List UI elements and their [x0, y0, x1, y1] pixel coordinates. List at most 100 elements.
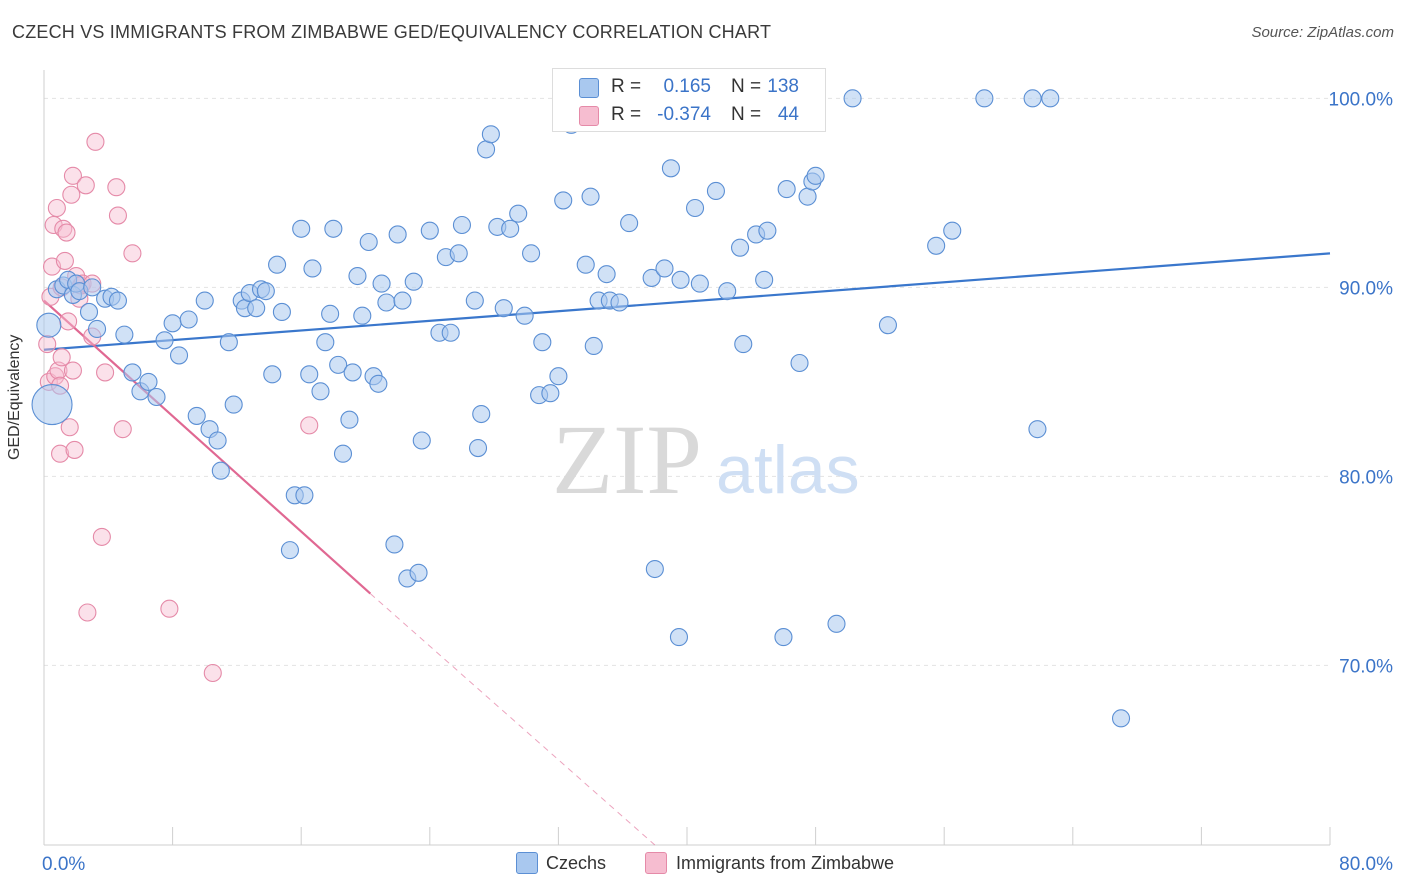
r-value: -0.374	[657, 104, 711, 125]
zimbabwe-points	[38, 132, 319, 683]
zimbabwe-point	[92, 527, 111, 546]
zimbabwe-point	[63, 361, 82, 380]
czech-point	[472, 404, 491, 424]
zimbabwe-point	[76, 176, 95, 195]
czech-point	[324, 219, 343, 238]
czech-point	[843, 89, 862, 108]
czech-point	[734, 335, 753, 354]
czech-point	[377, 293, 396, 312]
czech-trend-line	[43, 252, 1331, 351]
n-value: 138	[767, 76, 799, 97]
czech-point	[388, 225, 407, 244]
czech-point	[263, 365, 282, 384]
czech-point	[481, 125, 500, 144]
czech-point	[115, 325, 134, 344]
czech-point	[311, 382, 330, 401]
zimbabwe-point	[62, 185, 81, 204]
czech-point	[139, 372, 158, 391]
czech-point	[584, 336, 603, 356]
czech-point	[169, 346, 189, 365]
source-label: Source: ZipAtlas.com	[1251, 24, 1394, 41]
legend-row-zimbabwe: R = -0.374 N = 44	[553, 101, 825, 129]
czech-point	[468, 438, 488, 458]
czech-point	[798, 187, 817, 206]
czech-swatch	[579, 78, 599, 98]
czech-point	[340, 410, 359, 429]
czech-point	[452, 215, 472, 235]
zimbabwe-point	[57, 223, 76, 242]
czech-point	[385, 535, 404, 554]
czech-point	[597, 265, 616, 284]
zimbabwe-point	[59, 312, 78, 331]
axes	[43, 70, 1331, 846]
czech-point	[449, 244, 468, 263]
czech-point	[533, 333, 552, 352]
czech-point	[272, 302, 291, 322]
czech-point	[280, 541, 299, 560]
czech-point	[292, 219, 311, 238]
czech-point	[522, 244, 541, 263]
zimbabwe-point	[78, 603, 97, 622]
zimbabwe-legend-swatch	[645, 852, 667, 874]
zimbabwe-point	[47, 198, 66, 218]
czech-point	[975, 89, 994, 108]
czech-point	[777, 180, 796, 199]
czech-point	[878, 316, 897, 335]
zimbabwe-point	[300, 416, 319, 435]
czech-point	[163, 314, 182, 333]
czech-point	[295, 486, 314, 505]
czech-point	[208, 431, 227, 450]
czech-points	[31, 89, 1131, 728]
czech-point	[195, 291, 214, 310]
czech-point	[1111, 709, 1131, 728]
zimbabwe-trend-extension	[369, 593, 656, 846]
zimbabwe-point	[63, 166, 82, 185]
czech-point	[1041, 89, 1060, 108]
czech-point	[211, 461, 230, 480]
czech-point	[943, 221, 962, 240]
czech-point	[549, 367, 568, 386]
czech-point	[655, 259, 674, 278]
czech-legend-swatch	[516, 852, 538, 874]
czech-point	[316, 333, 335, 352]
zimbabwe-point	[96, 363, 115, 382]
czech-point	[155, 331, 174, 350]
czech-point	[661, 159, 680, 178]
czech-point	[256, 282, 275, 301]
czech-point	[224, 395, 243, 414]
czech-point	[501, 219, 520, 238]
zimbabwe-point	[60, 418, 79, 437]
czech-point	[1023, 89, 1042, 108]
czech-point	[420, 221, 439, 240]
czech-point	[730, 238, 750, 257]
czech-point	[774, 628, 793, 647]
czech-point	[83, 278, 102, 297]
czech-point	[827, 614, 846, 633]
czech-point	[123, 363, 142, 382]
chart-title: CZECH VS IMMIGRANTS FROM ZIMBABWE GED/EQ…	[12, 22, 772, 42]
y-tick-label: 70.0%	[1339, 656, 1393, 677]
r-label: R =	[611, 104, 642, 125]
czech-point	[441, 323, 460, 342]
czech-point	[329, 355, 348, 374]
czech-point	[509, 204, 528, 223]
czech-point	[268, 255, 287, 274]
czech-point	[576, 255, 595, 274]
trend-lines	[43, 252, 1331, 846]
zimbabwe-trend-line	[43, 299, 372, 595]
czech-point	[359, 232, 378, 252]
zimbabwe-point	[160, 599, 179, 618]
legend-zimbabwe: Immigrants from Zimbabwe	[676, 853, 895, 873]
zimbabwe-point	[38, 335, 57, 354]
n-label: N =	[731, 76, 762, 97]
x-tick-label: 0.0%	[42, 854, 85, 875]
czech-point	[79, 302, 99, 322]
czech-point	[927, 236, 946, 255]
czech-point	[755, 270, 774, 289]
czech-point	[806, 166, 825, 185]
czech-point	[147, 387, 166, 407]
czech-point	[671, 270, 690, 289]
czech-point	[477, 140, 496, 159]
watermark: ZIP atlas	[552, 404, 860, 515]
